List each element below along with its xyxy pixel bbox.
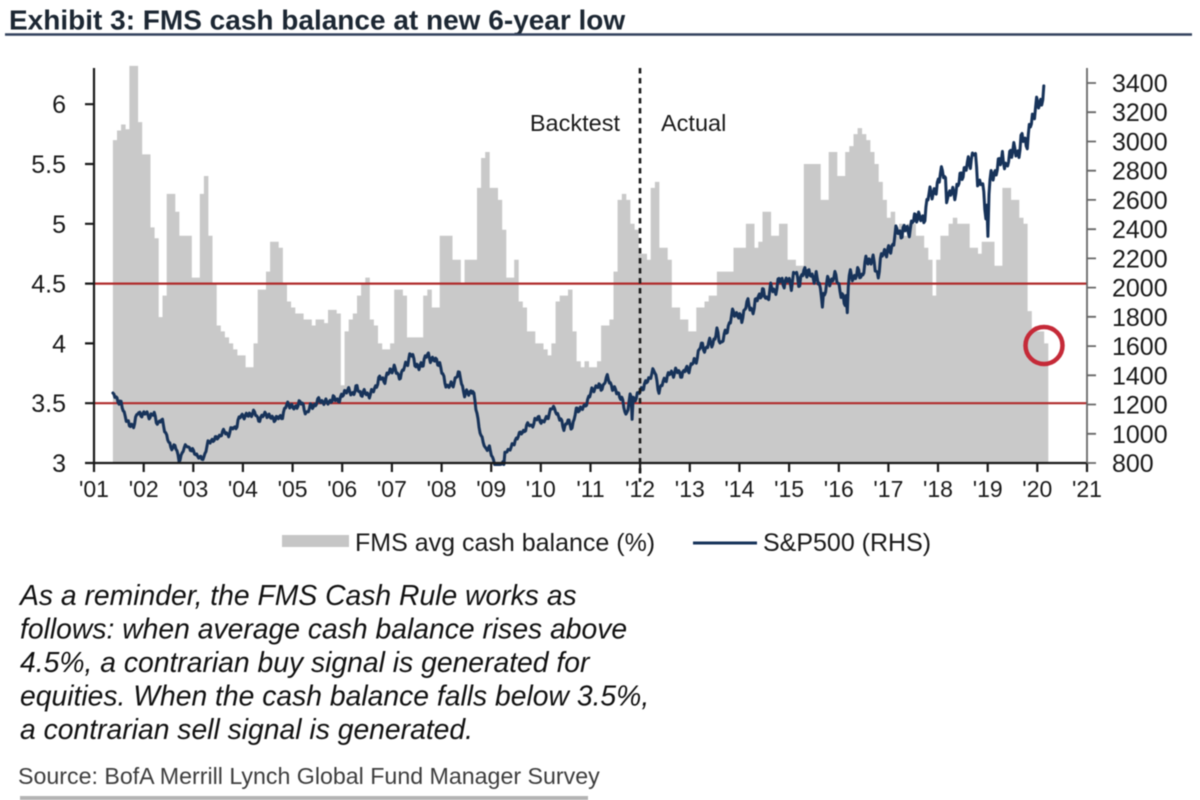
- svg-text:'04: '04: [228, 476, 258, 502]
- svg-text:2400: 2400: [1112, 216, 1168, 244]
- svg-text:As a reminder, the FMS Cash Ru: As a reminder, the FMS Cash Rule works a…: [18, 579, 577, 611]
- svg-text:'03: '03: [178, 476, 208, 502]
- svg-text:4.5: 4.5: [31, 271, 66, 299]
- svg-text:3200: 3200: [1112, 99, 1168, 127]
- svg-text:'16: '16: [824, 476, 854, 502]
- svg-text:'09: '09: [476, 476, 506, 502]
- svg-text:2000: 2000: [1112, 275, 1168, 303]
- svg-text:800: 800: [1112, 450, 1154, 478]
- svg-text:'18: '18: [923, 476, 953, 502]
- svg-text:Backtest: Backtest: [530, 110, 621, 136]
- svg-text:'11: '11: [576, 476, 604, 502]
- svg-text:'20: '20: [1022, 476, 1052, 502]
- svg-text:3000: 3000: [1112, 129, 1168, 157]
- svg-text:6: 6: [52, 91, 66, 119]
- svg-text:follows: when average cash bal: follows: when average cash balance rises…: [20, 613, 627, 645]
- svg-text:'17: '17: [873, 476, 903, 502]
- svg-text:'06: '06: [327, 476, 357, 502]
- svg-text:S&P500 (RHS): S&P500 (RHS): [763, 529, 931, 557]
- svg-text:1000: 1000: [1112, 421, 1168, 449]
- svg-text:3400: 3400: [1112, 70, 1168, 98]
- svg-text:'05: '05: [278, 476, 308, 502]
- svg-text:2200: 2200: [1112, 245, 1168, 273]
- svg-text:'10: '10: [526, 476, 556, 502]
- svg-text:4: 4: [52, 330, 66, 358]
- svg-text:3: 3: [52, 450, 66, 478]
- svg-text:2600: 2600: [1112, 187, 1168, 215]
- svg-text:Source: BofA Merrill Lynch Glo: Source: BofA Merrill Lynch Global Fund M…: [18, 763, 600, 789]
- svg-text:3.5: 3.5: [31, 390, 66, 418]
- svg-text:'21: '21: [1072, 476, 1102, 502]
- svg-text:'15: '15: [774, 476, 804, 502]
- svg-text:1400: 1400: [1112, 362, 1168, 390]
- svg-text:Actual: Actual: [661, 110, 726, 136]
- svg-text:'07: '07: [377, 476, 407, 502]
- svg-text:1600: 1600: [1112, 333, 1168, 361]
- svg-text:FMS avg cash balance (%): FMS avg cash balance (%): [355, 529, 655, 557]
- svg-text:'08: '08: [427, 476, 457, 502]
- svg-text:1200: 1200: [1112, 392, 1168, 420]
- svg-text:5.5: 5.5: [31, 151, 66, 179]
- svg-text:1800: 1800: [1112, 304, 1168, 332]
- svg-text:'01: '01: [79, 476, 109, 502]
- svg-text:'12: '12: [625, 476, 655, 502]
- svg-text:Exhibit 3: FMS cash balance at: Exhibit 3: FMS cash balance at new 6-yea…: [9, 5, 625, 36]
- svg-text:'02: '02: [129, 476, 159, 502]
- svg-text:'13: '13: [675, 476, 705, 502]
- svg-text:'14: '14: [724, 476, 754, 502]
- svg-text:4.5%, a contrarian buy signal: 4.5%, a contrarian buy signal is generat…: [20, 646, 591, 678]
- svg-text:5: 5: [52, 211, 66, 239]
- svg-text:'19: '19: [973, 476, 1003, 502]
- svg-text:2800: 2800: [1112, 158, 1168, 186]
- svg-text:equities. When the cash balanc: equities. When the cash balance falls be…: [20, 680, 649, 712]
- svg-text:a contrarian sell signal is ge: a contrarian sell signal is generated.: [20, 713, 473, 745]
